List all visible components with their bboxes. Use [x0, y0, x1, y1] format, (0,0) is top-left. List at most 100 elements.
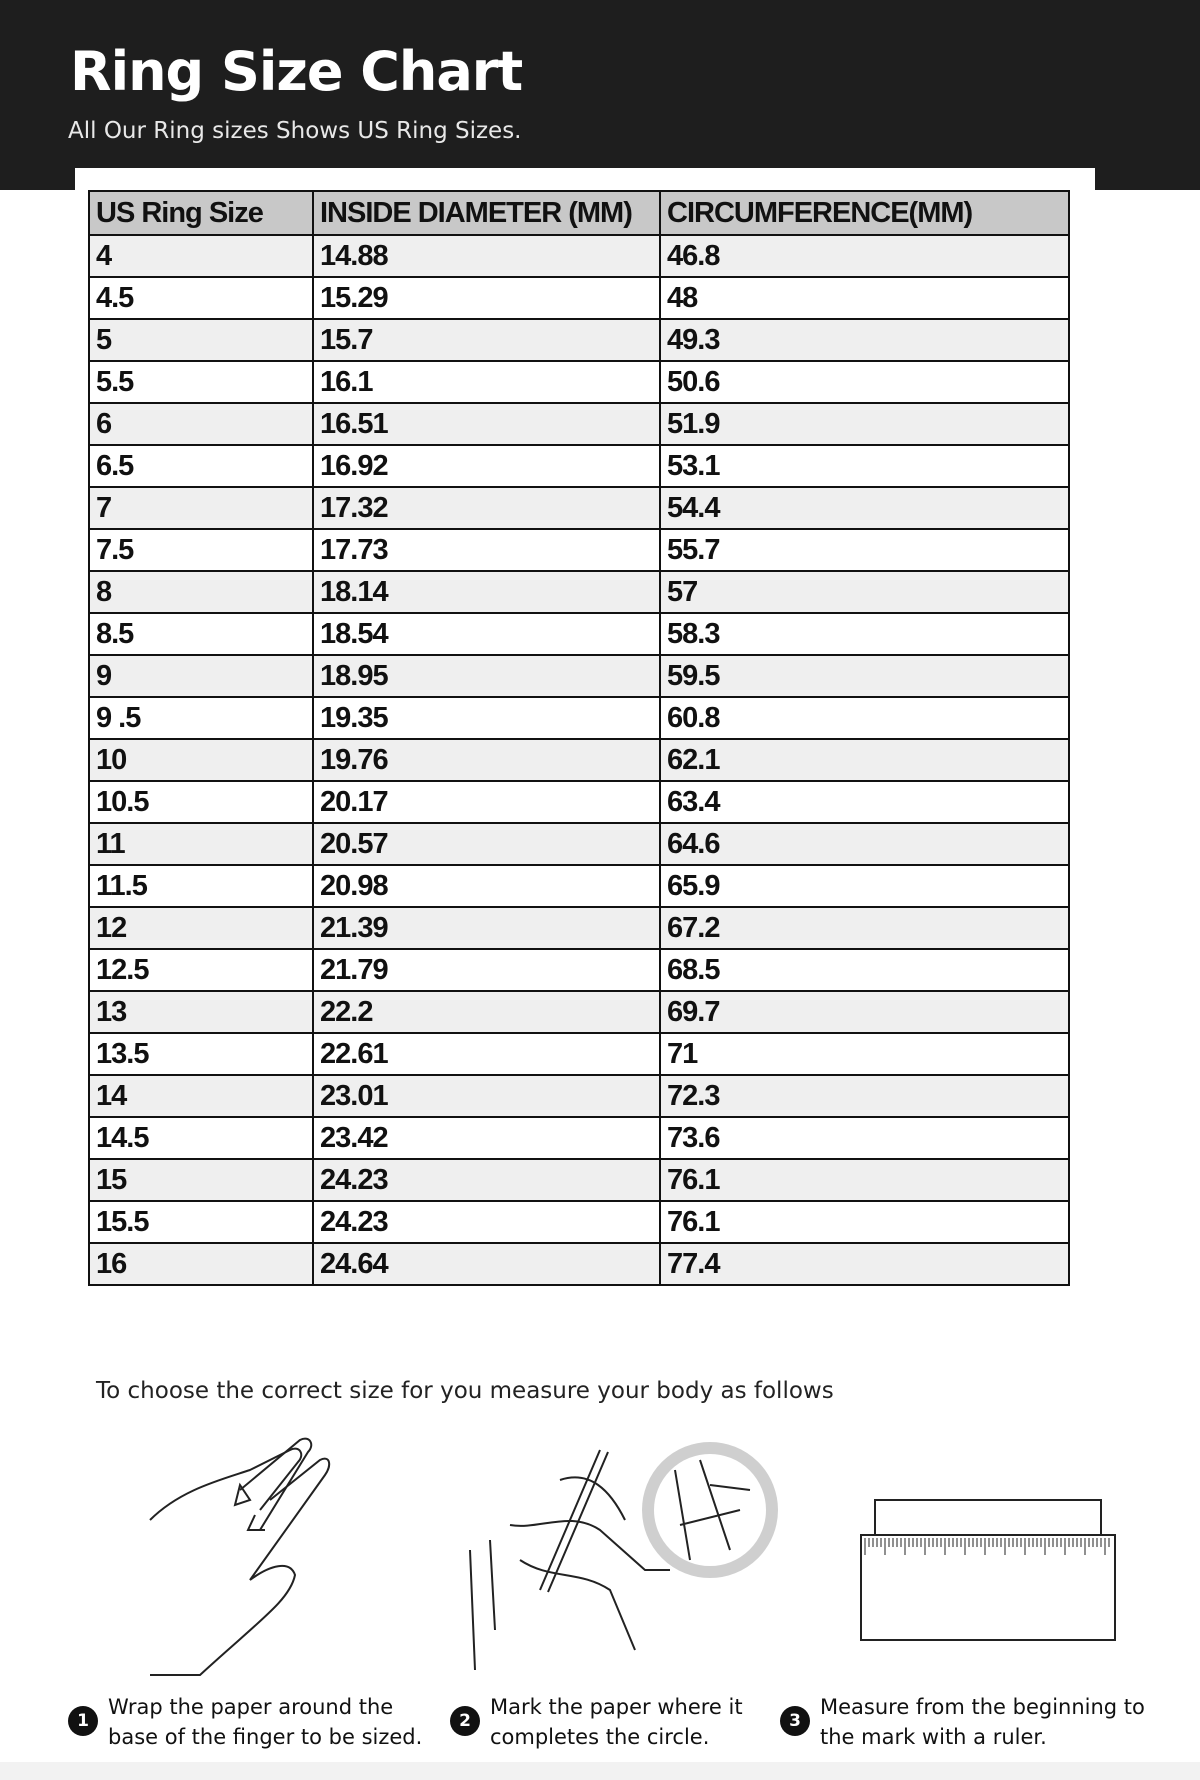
diameter-cell: 21.39 — [312, 906, 661, 950]
ring-size-cell: 13 — [88, 990, 314, 1034]
diameter-cell: 19.35 — [312, 696, 661, 740]
ring-size-cell: 4.5 — [88, 276, 314, 320]
ring-size-cell: 5.5 — [88, 360, 314, 404]
ring-size-cell: 10.5 — [88, 780, 314, 824]
table-row: 13 22.2 69.7 — [88, 990, 1070, 1034]
table-row: 11.5 20.98 65.9 — [88, 864, 1070, 908]
ring-size-cell: 16 — [88, 1242, 314, 1286]
step-2: 2 Mark the paper where it completes the c… — [450, 1692, 743, 1752]
circumference-cell: 51.9 — [659, 402, 1070, 446]
ring-size-cell: 12 — [88, 906, 314, 950]
header-banner: Ring Size Chart All Our Ring sizes Shows… — [0, 0, 1200, 190]
circumference-cell: 68.5 — [659, 948, 1070, 992]
step-text: Measure from the beginning to — [820, 1695, 1145, 1719]
circumference-cell: 76.1 — [659, 1158, 1070, 1202]
diameter-cell: 23.01 — [312, 1074, 661, 1118]
step-3: 3 Measure from the beginning to the mark … — [780, 1692, 1145, 1752]
circumference-cell: 50.6 — [659, 360, 1070, 404]
ruler-illustration — [860, 1499, 1116, 1641]
table-row: 13.5 22.61 71 — [88, 1032, 1070, 1076]
diameter-cell: 19.76 — [312, 738, 661, 782]
diameter-cell: 15.7 — [312, 318, 661, 362]
table-row: 10.5 20.17 63.4 — [88, 780, 1070, 824]
ring-size-cell: 7.5 — [88, 528, 314, 572]
diameter-cell: 24.64 — [312, 1242, 661, 1286]
diameter-cell: 16.51 — [312, 402, 661, 446]
diameter-cell: 15.29 — [312, 276, 661, 320]
circumference-cell: 62.1 — [659, 738, 1070, 782]
table-row: 6 16.51 51.9 — [88, 402, 1070, 446]
circumference-cell: 57 — [659, 570, 1070, 614]
table-row: 6.5 16.92 53.1 — [88, 444, 1070, 488]
diameter-cell: 17.73 — [312, 528, 661, 572]
diameter-cell: 23.42 — [312, 1116, 661, 1160]
diameter-cell: 21.79 — [312, 948, 661, 992]
ring-size-cell: 14.5 — [88, 1116, 314, 1160]
diameter-cell: 20.98 — [312, 864, 661, 908]
circumference-cell: 48 — [659, 276, 1070, 320]
table-row: 15.5 24.23 76.1 — [88, 1200, 1070, 1244]
diameter-cell: 20.57 — [312, 822, 661, 866]
circumference-cell: 77.4 — [659, 1242, 1070, 1286]
circumference-cell: 69.7 — [659, 990, 1070, 1034]
pencil-mark-illustration — [469, 1442, 778, 1671]
table-row: 8 18.14 57 — [88, 570, 1070, 614]
circumference-cell: 71 — [659, 1032, 1070, 1076]
diameter-cell: 16.92 — [312, 444, 661, 488]
diameter-cell: 22.2 — [312, 990, 661, 1034]
circumference-cell: 53.1 — [659, 444, 1070, 488]
step-text: Wrap the paper around the — [108, 1695, 394, 1719]
diameter-cell: 18.54 — [312, 612, 661, 656]
ring-size-cell: 13.5 — [88, 1032, 314, 1076]
table-row: 10 19.76 62.1 — [88, 738, 1070, 782]
table-row: 16 24.64 77.4 — [88, 1242, 1070, 1286]
table-row: 8.5 18.54 58.3 — [88, 612, 1070, 656]
ring-size-table: US Ring Size INSIDE DIAMETER (MM) CIRCUM… — [88, 190, 1070, 1286]
step-text: completes the circle. — [490, 1725, 710, 1749]
table-row: 7 17.32 54.4 — [88, 486, 1070, 530]
table-row: 14.5 23.42 73.6 — [88, 1116, 1070, 1160]
circumference-cell: 73.6 — [659, 1116, 1070, 1160]
circumference-cell: 46.8 — [659, 234, 1070, 278]
table-row: 15 24.23 76.1 — [88, 1158, 1070, 1202]
page-subtitle: All Our Ring sizes Shows US Ring Sizes. — [68, 118, 522, 144]
diameter-cell: 22.61 — [312, 1032, 661, 1076]
ring-size-cell: 12.5 — [88, 948, 314, 992]
step-number-badge: 3 — [780, 1706, 810, 1736]
footer-strip — [0, 1762, 1200, 1780]
ring-size-cell: 11 — [88, 822, 314, 866]
circumference-cell: 58.3 — [659, 612, 1070, 656]
circumference-cell: 55.7 — [659, 528, 1070, 572]
table-row: 14 23.01 72.3 — [88, 1074, 1070, 1118]
circumference-cell: 64.6 — [659, 822, 1070, 866]
step-text: the mark with a ruler. — [820, 1725, 1047, 1749]
diameter-cell: 14.88 — [312, 234, 661, 278]
column-header: US Ring Size — [88, 190, 314, 236]
ring-size-cell: 15 — [88, 1158, 314, 1202]
ring-size-cell: 8 — [88, 570, 314, 614]
circumference-cell: 60.8 — [659, 696, 1070, 740]
table-row: 9 18.95 59.5 — [88, 654, 1070, 698]
ring-size-cell: 5 — [88, 318, 314, 362]
diameter-cell: 24.23 — [312, 1158, 661, 1202]
column-header: CIRCUMFERENCE(MM) — [659, 190, 1070, 236]
ring-size-cell: 4 — [88, 234, 314, 278]
ruler-ticks — [864, 1538, 1110, 1555]
table-row: 5.5 16.1 50.6 — [88, 360, 1070, 404]
diameter-cell: 16.1 — [312, 360, 661, 404]
circumference-cell: 54.4 — [659, 486, 1070, 530]
diameter-cell: 18.95 — [312, 654, 661, 698]
step-number-badge: 1 — [68, 1706, 98, 1736]
circumference-cell: 67.2 — [659, 906, 1070, 950]
instructions-intro: To choose the correct size for you measu… — [96, 1378, 834, 1404]
step-text: Mark the paper where it — [490, 1695, 743, 1719]
table-row: 12.5 21.79 68.5 — [88, 948, 1070, 992]
ring-size-cell: 15.5 — [88, 1200, 314, 1244]
step-number-badge: 2 — [450, 1706, 480, 1736]
page-title: Ring Size Chart — [70, 40, 523, 103]
table-row: 12 21.39 67.2 — [88, 906, 1070, 950]
ring-size-cell: 6.5 — [88, 444, 314, 488]
diameter-cell: 18.14 — [312, 570, 661, 614]
ring-size-cell: 11.5 — [88, 864, 314, 908]
diameter-cell: 24.23 — [312, 1200, 661, 1244]
